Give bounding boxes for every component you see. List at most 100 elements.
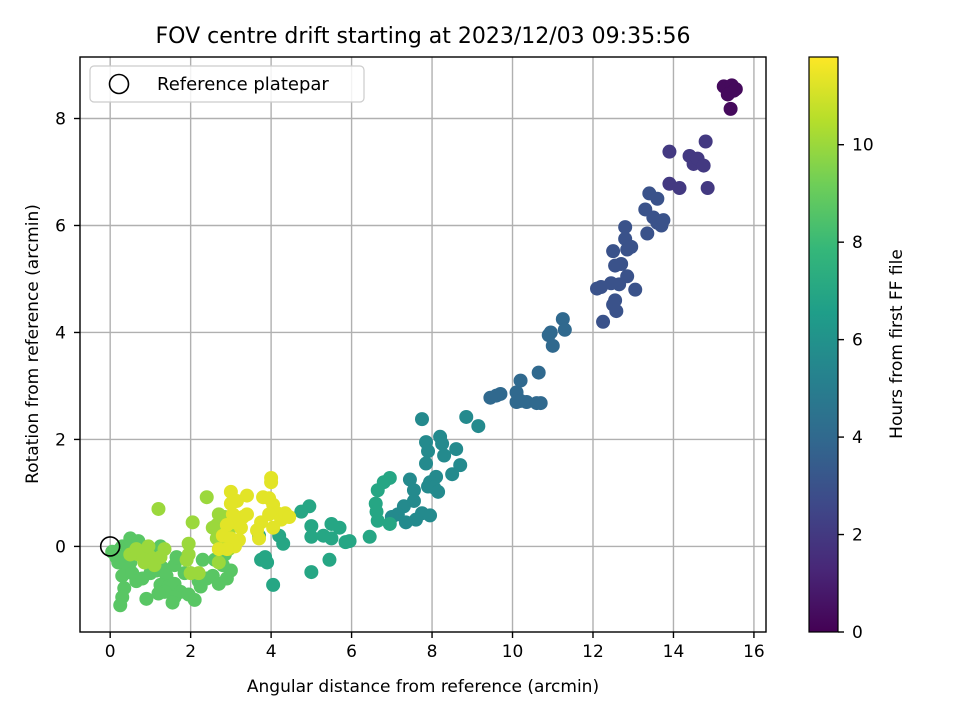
scatter-point <box>483 390 498 405</box>
legend-reference-marker <box>108 73 130 95</box>
scatter-point <box>139 591 154 606</box>
colorbar-tick-label: 2 <box>852 526 863 546</box>
y-tick-label: 8 <box>55 110 66 130</box>
scatter-point <box>541 328 556 343</box>
legend-label-reference-platepar: Reference platepar <box>157 74 329 95</box>
chart-title: FOV centre drift starting at 2023/12/03 … <box>156 24 691 49</box>
scatter-point <box>596 314 611 329</box>
x-tick-label: 4 <box>266 642 277 662</box>
scatter-point <box>402 472 417 487</box>
colorbar-tick-label: 8 <box>852 233 863 253</box>
x-axis-label: Angular distance from reference (arcmin) <box>247 677 599 697</box>
scatter-point <box>294 504 309 519</box>
scatter-point <box>555 312 570 327</box>
scatter-point <box>459 409 474 424</box>
scatter-point <box>264 475 279 490</box>
scatter-point <box>332 520 347 535</box>
scatter-point <box>662 144 677 159</box>
colorbar-tick-label: 4 <box>852 428 863 448</box>
scatter-point <box>266 577 281 592</box>
scatter-point <box>449 442 464 457</box>
scatter-point <box>606 244 621 259</box>
scatter-point <box>342 534 357 549</box>
y-axis-ticks: 0 2 4 6 8 <box>55 110 80 557</box>
colorbar-label: Hours from first FF file <box>887 249 907 439</box>
scatter-point <box>165 595 180 610</box>
scatter-point <box>509 395 524 409</box>
colorbar-gradient <box>808 56 839 633</box>
scatter-point <box>437 448 452 463</box>
scatter-point <box>191 566 206 581</box>
x-axis-ticks: 0 2 4 6 8 10 12 14 16 <box>105 632 765 662</box>
scatter-point <box>258 550 273 565</box>
x-tick-label: 6 <box>346 642 357 662</box>
scatter-point <box>698 134 713 149</box>
x-tick-label: 12 <box>582 642 604 662</box>
scatter-point <box>408 512 423 527</box>
scatter-point <box>141 539 156 554</box>
scatter-point <box>696 158 711 173</box>
scatter-point <box>239 507 254 522</box>
scatter-point <box>187 592 202 607</box>
scatter-point <box>723 101 738 116</box>
colorbar-ticks: 0 2 4 6 8 10 <box>838 136 874 643</box>
scatter-points <box>105 78 743 613</box>
scatter-point <box>435 436 450 451</box>
scatter-point <box>531 365 546 380</box>
scatter-point <box>618 220 633 235</box>
scatter-point <box>129 542 144 557</box>
colorbar: 0 2 4 6 8 10 Hours from first FF file <box>808 56 907 643</box>
scatter-point <box>233 520 248 535</box>
colorbar-tick-label: 6 <box>852 331 863 351</box>
scatter-point <box>223 496 238 511</box>
scatter-point <box>382 516 397 531</box>
scatter-point <box>545 338 560 353</box>
x-tick-label: 10 <box>502 642 524 662</box>
scatter-point <box>650 191 665 206</box>
scatter-point <box>282 510 297 524</box>
legend: Reference platepar <box>89 65 365 103</box>
scatter-point <box>614 257 629 271</box>
scatter-point <box>672 181 687 196</box>
scatter-point <box>193 579 208 594</box>
scatter-point <box>304 519 319 534</box>
scatter-point <box>609 304 624 319</box>
scatter-point <box>431 484 446 499</box>
scatter-point <box>322 552 337 567</box>
x-tick-label: 16 <box>743 642 765 662</box>
x-tick-label: 8 <box>427 642 438 662</box>
scatter-point <box>205 520 220 535</box>
scatter-point <box>414 412 429 427</box>
x-tick-label: 0 <box>105 642 116 662</box>
x-tick-label: 14 <box>663 642 685 662</box>
x-tick-label: 2 <box>185 642 196 662</box>
scatter-point <box>113 598 128 613</box>
y-tick-label: 2 <box>55 430 66 450</box>
scatter-point <box>728 82 743 97</box>
scatter-point <box>225 507 240 522</box>
scatter-point <box>445 467 460 482</box>
scatter-point <box>533 396 548 411</box>
scatter-point <box>151 501 166 516</box>
plot-frame <box>79 56 767 633</box>
scatter-point <box>179 552 194 567</box>
y-axis-label: Rotation from reference (arcmin) <box>23 204 43 484</box>
scatter-point <box>628 282 643 297</box>
scatter-point <box>181 536 196 551</box>
scatter-point <box>153 550 168 565</box>
scatter-point <box>266 520 281 535</box>
scatter-point <box>700 181 715 196</box>
scatter-point <box>211 555 226 570</box>
scatter-point <box>640 226 655 241</box>
y-tick-label: 0 <box>55 537 66 557</box>
scatter-point <box>304 529 319 544</box>
scatter-point <box>423 508 438 523</box>
scatter-point <box>211 542 226 557</box>
scatter-point <box>324 531 339 546</box>
scatter-point <box>419 456 434 471</box>
scatter-point <box>406 483 421 498</box>
scatter-point <box>195 552 210 567</box>
reference-marker-group <box>99 536 121 557</box>
scatter-point <box>471 419 486 434</box>
